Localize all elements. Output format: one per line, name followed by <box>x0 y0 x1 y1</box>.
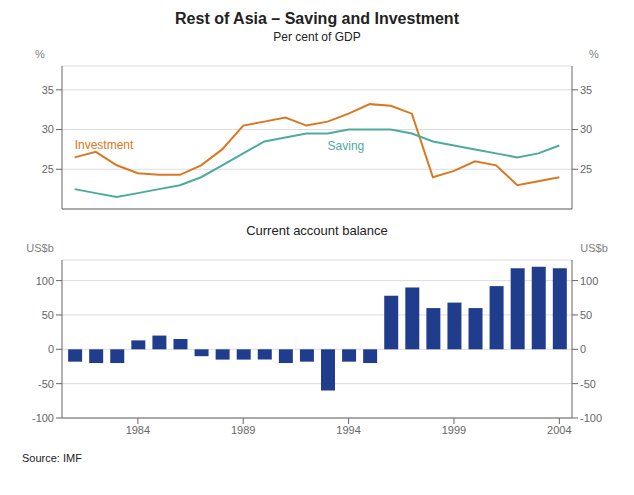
html-text:Current account balance: Current account balance <box>246 223 388 238</box>
svg-text:100: 100 <box>580 275 598 287</box>
svg-text:US$b: US$b <box>26 242 54 254</box>
svg-text:%: % <box>589 48 599 60</box>
svg-text:2004: 2004 <box>547 424 571 436</box>
svg-text:%: % <box>35 48 45 60</box>
svg-text:100: 100 <box>36 275 54 287</box>
svg-text:-50: -50 <box>38 378 54 390</box>
svg-text:-100: -100 <box>32 412 54 424</box>
svg-text:Saving: Saving <box>328 139 365 153</box>
html-text:Per cent of GDP: Per cent of GDP <box>273 30 361 44</box>
svg-text:-100: -100 <box>580 412 602 424</box>
svg-text:1989: 1989 <box>231 424 255 436</box>
svg-text:30: 30 <box>580 123 592 135</box>
html-text:Source: IMF: Source: IMF <box>22 452 82 464</box>
svg-text:35: 35 <box>42 84 54 96</box>
svg-text:0: 0 <box>48 343 54 355</box>
svg-text:1999: 1999 <box>442 424 466 436</box>
svg-text:1984: 1984 <box>126 424 150 436</box>
svg-text:35: 35 <box>580 84 592 96</box>
svg-text:1994: 1994 <box>336 424 360 436</box>
svg-text:0: 0 <box>580 343 586 355</box>
svg-text:30: 30 <box>42 123 54 135</box>
svg-text:50: 50 <box>42 309 54 321</box>
html-text:Rest of Asia – Saving and Inve: Rest of Asia – Saving and Investment <box>175 10 459 27</box>
svg-text:US$b: US$b <box>580 242 608 254</box>
svg-text:-50: -50 <box>580 378 596 390</box>
svg-text:25: 25 <box>580 163 592 175</box>
svg-text:50: 50 <box>580 309 592 321</box>
svg-text:Investment: Investment <box>75 138 134 152</box>
svg-text:25: 25 <box>42 163 54 175</box>
